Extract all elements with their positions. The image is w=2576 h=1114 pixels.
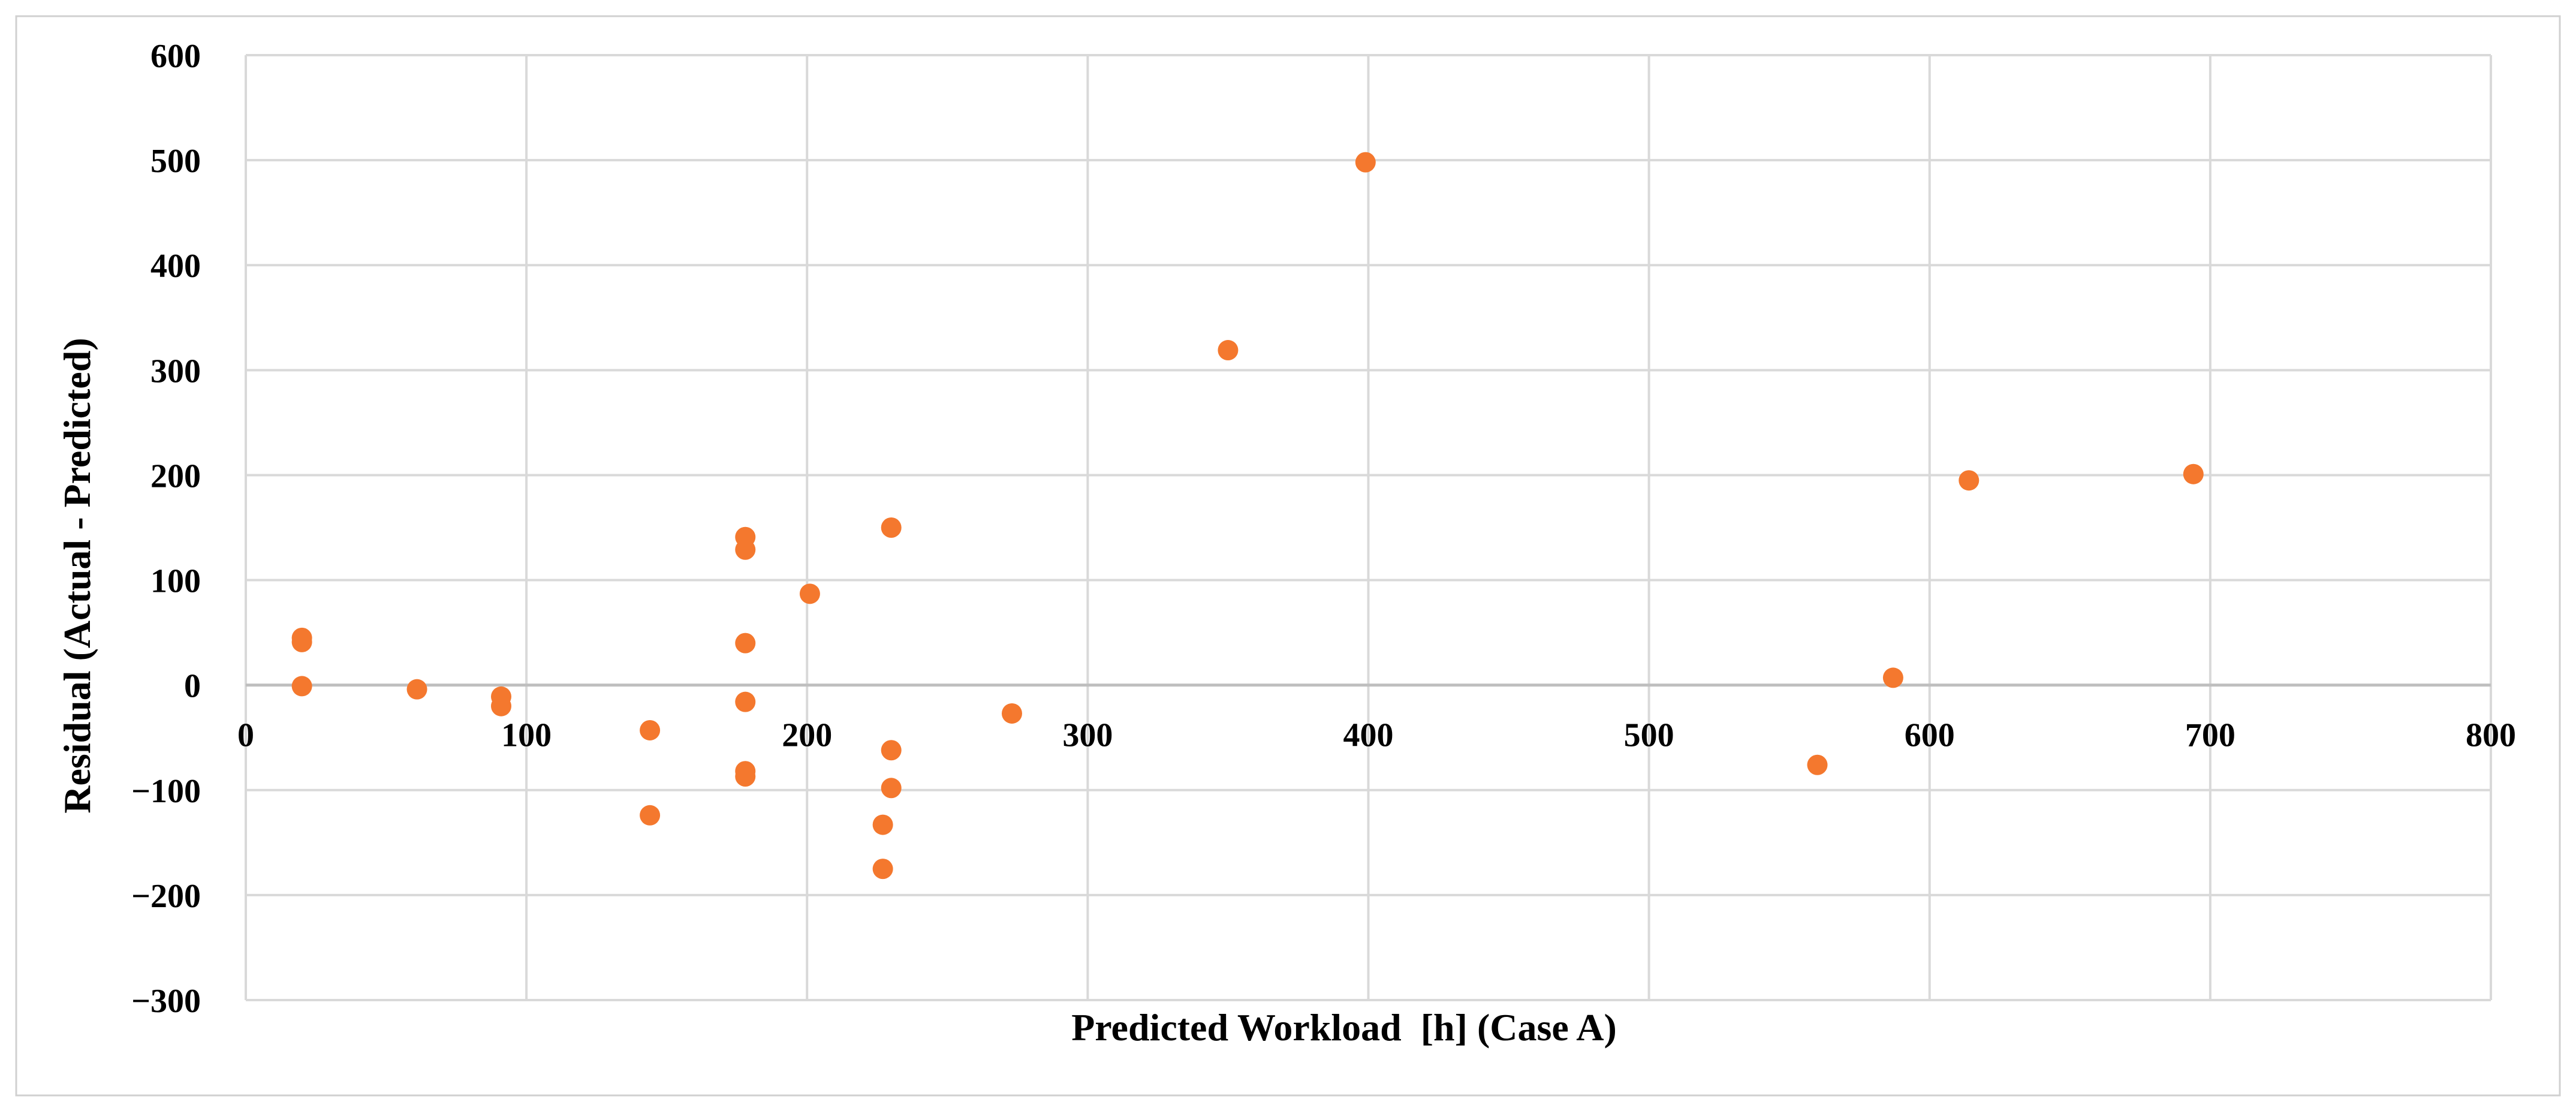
data-point bbox=[881, 740, 902, 761]
x-tick-label: 600 bbox=[1905, 717, 1955, 754]
y-tick-label: 400 bbox=[150, 248, 201, 285]
data-point bbox=[490, 696, 511, 716]
y-tick-label: 0 bbox=[184, 668, 201, 705]
data-point bbox=[872, 859, 893, 880]
labels: Predicted Workload [h] (Case A) Residual… bbox=[56, 338, 1617, 1049]
data-point bbox=[735, 633, 756, 654]
data-point bbox=[2183, 463, 2204, 484]
data-point bbox=[640, 719, 661, 740]
y-tick-label: −100 bbox=[131, 773, 201, 810]
data-point bbox=[872, 814, 893, 835]
data-point bbox=[735, 539, 756, 560]
data-point bbox=[881, 778, 902, 799]
x-tick-label: 800 bbox=[2466, 717, 2516, 754]
data-point bbox=[881, 517, 902, 538]
y-tick-label: −300 bbox=[131, 983, 201, 1020]
y-axis-title: Residual (Actual - Predicted) bbox=[56, 338, 98, 813]
x-tick-label: 700 bbox=[2185, 717, 2235, 754]
y-tick-label: 100 bbox=[150, 563, 201, 600]
y-tick-label: 200 bbox=[150, 457, 201, 495]
y-tick-label: 600 bbox=[150, 38, 201, 75]
data-point bbox=[640, 805, 661, 826]
y-tick-label: −200 bbox=[131, 878, 201, 915]
data-point bbox=[291, 676, 312, 697]
data-point bbox=[1959, 470, 1980, 491]
x-tick-label: 200 bbox=[782, 717, 832, 754]
data-point bbox=[1355, 152, 1376, 173]
chart-frame bbox=[15, 15, 2561, 1097]
data-point bbox=[1001, 703, 1022, 724]
x-axis-title: Predicted Workload [h] (Case A) bbox=[1071, 1006, 1617, 1049]
data-point bbox=[406, 679, 427, 700]
data-point bbox=[735, 766, 756, 787]
data-point bbox=[1218, 340, 1239, 361]
x-tick-label: 500 bbox=[1624, 717, 1674, 754]
data-points bbox=[291, 152, 2204, 880]
x-tick-label: 0 bbox=[237, 717, 254, 754]
data-point bbox=[1882, 667, 1903, 688]
x-tick-label: 300 bbox=[1062, 717, 1113, 754]
data-point bbox=[1807, 754, 1828, 775]
data-point bbox=[799, 583, 820, 604]
x-tick-label: 100 bbox=[501, 717, 552, 754]
y-tick-label: 500 bbox=[150, 143, 201, 180]
axes: 0 100 200 300 400 500 600 700 800 −300 −200 −100 0 10… bbox=[131, 38, 2516, 1020]
data-point bbox=[291, 631, 312, 652]
y-tick-label: 300 bbox=[150, 353, 201, 390]
data-point bbox=[735, 691, 756, 712]
x-tick-label: 400 bbox=[1343, 717, 1394, 754]
